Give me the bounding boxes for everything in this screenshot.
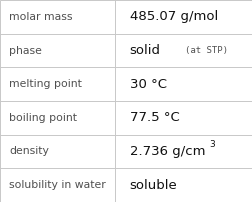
Text: 30 °C: 30 °C: [130, 78, 167, 91]
Text: 77.5 °C: 77.5 °C: [130, 111, 179, 124]
Text: phase: phase: [9, 45, 42, 56]
Text: melting point: melting point: [9, 79, 82, 89]
Text: solid: solid: [130, 44, 161, 57]
Text: density: density: [9, 146, 49, 157]
Text: soluble: soluble: [130, 179, 177, 192]
Text: (at STP): (at STP): [185, 46, 228, 55]
Text: boiling point: boiling point: [9, 113, 77, 123]
Text: molar mass: molar mass: [9, 12, 73, 22]
Text: 485.07 g/mol: 485.07 g/mol: [130, 10, 218, 23]
Text: 3: 3: [209, 140, 215, 149]
Text: 2.736 g/cm: 2.736 g/cm: [130, 145, 205, 158]
Text: solubility in water: solubility in water: [9, 180, 106, 190]
